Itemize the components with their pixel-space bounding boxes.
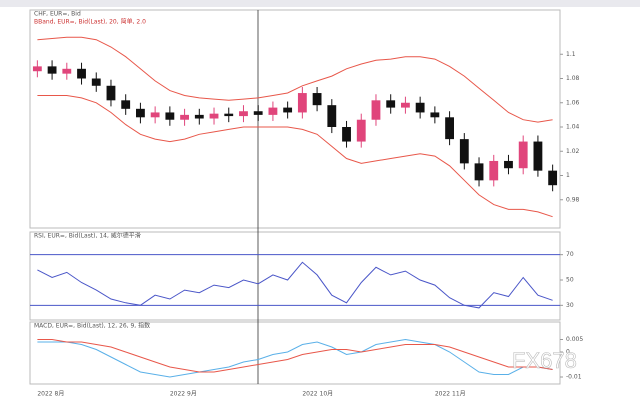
candle-body [268, 107, 278, 115]
candle-body [180, 114, 189, 120]
band-title: BBand, EUR=, Bid(Last), 20, 简单, 2.0 [34, 18, 146, 26]
y-tick-label: -0.01 [566, 374, 582, 381]
candle-body [430, 112, 440, 118]
main-title: CHF, EUR=, Bid [34, 11, 81, 18]
candle-body [371, 100, 381, 120]
candle-body [356, 119, 366, 142]
candle-body [518, 141, 528, 169]
candle-body [47, 66, 57, 74]
y-tick-label: 30 [566, 302, 574, 309]
y-tick-label: 1 [566, 172, 570, 179]
candle-body [504, 160, 513, 169]
candle-body [548, 170, 558, 186]
y-tick-label: 0 [566, 349, 570, 356]
candle-body [415, 102, 425, 113]
y-tick-label: 70 [566, 251, 574, 258]
candle-body [136, 108, 145, 118]
candle-body [327, 105, 337, 127]
indicator-line [37, 339, 553, 373]
candle-body [312, 93, 322, 106]
candle-body [106, 85, 116, 101]
indicator-line [37, 261, 553, 309]
macd-title: MACD, EUR=, Bid(Last), 12, 26, 9, 指数 [34, 322, 150, 330]
y-tick-label: 1.02 [566, 148, 580, 155]
candle-body [165, 112, 175, 120]
y-tick-label: 1.04 [566, 124, 580, 131]
candle-body [342, 127, 351, 142]
candle-body [121, 100, 131, 109]
candle-body [150, 112, 160, 118]
candle-body [283, 107, 293, 113]
y-tick-label: 1.1 [566, 51, 576, 58]
bollinger-band [37, 36, 553, 123]
y-tick-label: 50 [566, 277, 574, 284]
candle-body [386, 100, 396, 108]
main-panel [29, 9, 561, 229]
bollinger-band [37, 95, 553, 218]
candle-body [224, 113, 234, 117]
candle-body [253, 111, 263, 115]
candle-body [401, 102, 410, 108]
candle-body [489, 160, 499, 181]
candle-body [459, 139, 469, 164]
x-tick-label: 2022 11月 [435, 391, 466, 398]
candle-body [77, 68, 86, 79]
watermark: FX678 [512, 348, 577, 373]
y-tick-label: 0.005 [566, 336, 583, 343]
y-tick-label: 1.08 [566, 75, 580, 82]
candle-body [62, 68, 72, 74]
candle-body [474, 163, 484, 181]
x-tick-label: 2022 10月 [302, 391, 333, 398]
candle-body [194, 114, 204, 119]
macd-panel [29, 321, 561, 385]
candle-body [32, 66, 42, 72]
title-bar [0, 0, 640, 7]
candle-body [209, 113, 219, 119]
rsi-panel [29, 231, 561, 321]
x-tick-label: 2022 8月 [37, 391, 64, 398]
candle-body [445, 117, 454, 140]
candle-body [533, 141, 543, 171]
candle-body [297, 93, 307, 113]
y-tick-label: 0.98 [566, 196, 580, 203]
x-tick-label: 2022 9月 [170, 391, 197, 398]
rsi-title: RSI, EUR=, Bid(Last), 14, 威尔德平滑 [34, 232, 141, 240]
candle-body [239, 111, 248, 117]
candle-body [91, 78, 101, 86]
y-tick-label: 1.06 [566, 99, 580, 106]
indicator-line [37, 338, 553, 378]
